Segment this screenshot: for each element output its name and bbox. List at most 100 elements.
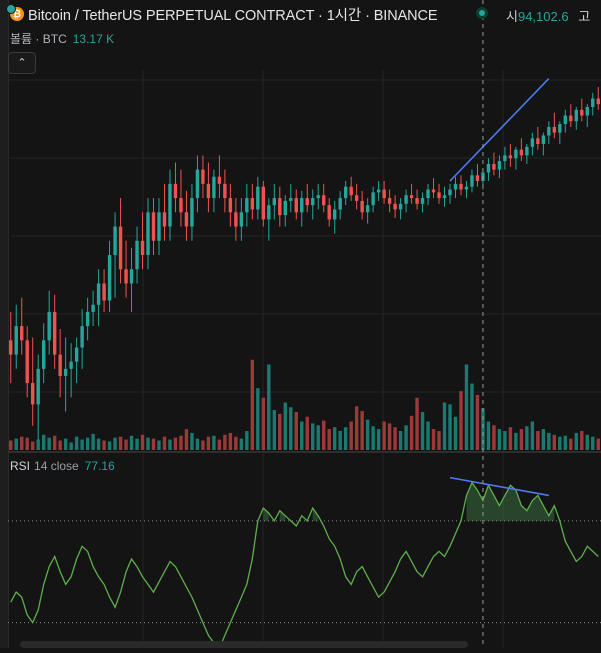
volume-bar <box>256 388 260 450</box>
volume-bar <box>41 434 46 450</box>
candle-body <box>569 115 573 122</box>
candle-body <box>354 195 359 201</box>
volume-bar <box>195 438 200 450</box>
candle-body <box>475 175 480 181</box>
candle-body <box>437 192 441 199</box>
candle-body <box>140 240 145 255</box>
candle-body <box>580 109 584 116</box>
volume-bar <box>168 439 172 450</box>
candle-body <box>365 205 370 213</box>
volume-bar <box>442 402 447 450</box>
volume-bar <box>349 421 353 450</box>
candle-body <box>349 186 353 196</box>
candle-body <box>190 198 194 227</box>
volume-bar <box>190 432 194 450</box>
candle-body <box>387 198 392 204</box>
volume-bar <box>289 407 293 450</box>
candle-body <box>382 189 386 199</box>
candle-body <box>470 175 474 187</box>
candle-body <box>80 326 84 348</box>
market-status-icon[interactable] <box>476 7 488 19</box>
volume-bar <box>338 431 342 450</box>
candle-body <box>113 226 117 255</box>
volume-bar <box>569 438 573 450</box>
volume-bar <box>217 439 222 450</box>
candle-body <box>41 340 46 369</box>
volume-bar <box>162 436 167 450</box>
volume-bar <box>300 421 304 450</box>
volume-bar <box>25 437 29 450</box>
volume-bar <box>393 427 397 450</box>
candle-body <box>278 198 282 216</box>
rsi-trendline[interactable] <box>449 476 549 497</box>
candle-body <box>9 340 13 355</box>
candle-body <box>118 226 123 270</box>
rsi-legend[interactable]: RSI 14 close 77.16 <box>10 459 115 473</box>
volume-bar <box>14 438 18 450</box>
volume-bar <box>415 397 419 450</box>
volume-bar <box>129 435 134 450</box>
collapse-legend-button[interactable]: ⌃ <box>8 52 36 74</box>
ohlc-open-label: 시 <box>506 9 518 24</box>
candle-body <box>393 203 397 210</box>
candle-body <box>239 212 244 227</box>
volume-bar <box>387 423 392 450</box>
candle-body <box>552 126 557 133</box>
rsi-pane <box>8 481 601 650</box>
volume-bar <box>376 429 381 450</box>
volume-legend[interactable]: 볼륨 · BTC 13.17 K <box>10 30 114 47</box>
candle-body <box>228 198 233 213</box>
ohlc-readout: 시94,102.6 고 <box>506 6 590 25</box>
candle-body <box>135 240 139 270</box>
rsi-overbought-fill <box>263 508 269 521</box>
volume-bar <box>332 427 337 450</box>
candle-body <box>107 255 112 301</box>
candle-body <box>322 195 326 206</box>
volume-bar <box>250 359 255 450</box>
candle-body <box>448 189 452 196</box>
volume-bar <box>365 419 370 450</box>
candle-body <box>201 169 205 184</box>
volume-bar <box>146 437 150 450</box>
ohlc-open-value: 94,102.6 <box>517 9 569 24</box>
volume-bar <box>409 415 414 450</box>
volume-bar <box>420 412 425 450</box>
candlestick-series[interactable] <box>9 87 600 440</box>
volume-bar <box>245 431 249 450</box>
volume-bar <box>80 439 84 450</box>
volume-bar <box>140 434 145 450</box>
price-trendline[interactable] <box>449 77 550 182</box>
volume-bar <box>541 429 546 450</box>
candle-body <box>146 212 150 255</box>
candle-body <box>459 183 463 190</box>
chart-area[interactable] <box>8 0 601 650</box>
volume-bar <box>525 426 529 450</box>
candle-body <box>360 200 364 213</box>
candle-body <box>212 176 216 199</box>
horizontal-scrollbar[interactable] <box>20 641 468 648</box>
rsi-name: RSI <box>10 459 31 473</box>
chart-canvas[interactable] <box>8 0 601 650</box>
volume-bar <box>124 439 128 450</box>
candle-body <box>563 115 568 125</box>
volume-bar <box>184 429 189 450</box>
volume-bar <box>239 438 244 450</box>
volume-bar <box>91 433 95 450</box>
candle-body <box>420 198 425 204</box>
volume-bar <box>552 434 557 450</box>
candle-body <box>305 198 309 206</box>
volume-value: 13.17 K <box>72 32 115 46</box>
candle-body <box>497 161 502 170</box>
rsi-overbought-fill <box>312 508 319 521</box>
volume-bar <box>464 364 469 450</box>
candle-body <box>102 283 106 301</box>
candle-body <box>124 269 128 284</box>
symbol-title[interactable]: Bitcoin / TetherUS PERPETUAL CONTRACT · … <box>28 7 438 24</box>
volume-bar <box>69 442 73 450</box>
volume-bar <box>151 438 156 450</box>
volume-bar <box>206 436 211 450</box>
volume-bar <box>448 404 452 450</box>
candle-body <box>173 183 178 199</box>
candle-body <box>31 383 35 405</box>
candle-body <box>503 155 507 162</box>
